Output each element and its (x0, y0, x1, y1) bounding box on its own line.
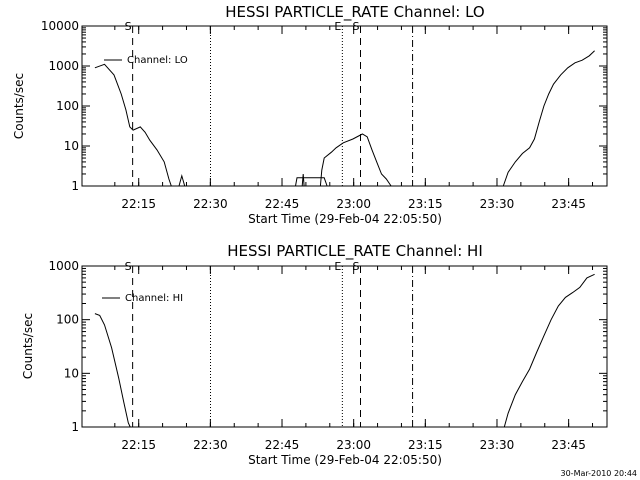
x-tick-label: 23:45 (551, 197, 586, 211)
x-tick-label: 23:00 (336, 197, 371, 211)
count-rate-trace (295, 177, 328, 187)
series-group (94, 273, 595, 428)
timestamp-label: 30-Mar-2010 20:44 (561, 469, 638, 478)
y-tick-label: 10 (64, 139, 79, 153)
x-tick-label: 22:15 (121, 197, 156, 211)
event-marker-label: S (125, 260, 132, 273)
x-tick-label: 23:15 (408, 197, 443, 211)
x-tick-label: 22:15 (121, 438, 156, 452)
count-rate-trace (301, 173, 305, 187)
legend-label: Channel: HI (125, 293, 183, 304)
count-rate-trace (503, 273, 595, 428)
event-marker-label: S (353, 20, 360, 33)
x-axis-label: Start Time (29-Feb-04 22:05:50) (248, 212, 442, 226)
y-tick-label: 10000 (41, 19, 79, 33)
plot-frame (81, 25, 608, 187)
axis-ticks: 22:15 22:30 22:45 23:00 23:15 23:30 23:45 1 10 10… (41, 19, 607, 211)
x-tick-label: 23:30 (480, 438, 515, 452)
count-rate-trace (502, 50, 595, 187)
y-tick-label: 10 (64, 366, 79, 380)
series-group (94, 50, 595, 187)
count-rate-trace (178, 173, 186, 187)
x-tick-label: 23:45 (551, 438, 586, 452)
event-marker-label: S (125, 20, 132, 33)
y-tick-label: 1 (71, 420, 79, 434)
x-tick-label: 23:15 (408, 438, 443, 452)
count-rate-trace (319, 133, 392, 187)
chart-title: HESSI PARTICLE_RATE Channel: HI (227, 242, 483, 261)
x-tick-label: 22:30 (193, 438, 228, 452)
x-axis-label: Start Time (29-Feb-04 22:05:50) (248, 453, 442, 467)
y-tick-label: 1000 (48, 59, 79, 73)
event-marker-label: E (334, 20, 341, 33)
event-marker-label: E (334, 260, 341, 273)
y-tick-label: 100 (56, 99, 79, 113)
plot-frame (81, 265, 608, 428)
x-tick-label: 23:00 (336, 438, 371, 452)
axis-ticks: 22:15 22:30 22:45 23:00 23:15 23:30 23:45 1 10 10… (48, 259, 607, 452)
y-axis-label: Counts/sec (21, 313, 35, 379)
legend-label: Channel: LO (127, 55, 188, 66)
y-axis-label: Counts/sec (12, 73, 26, 139)
x-tick-label: 22:45 (265, 197, 300, 211)
chart-panel-lo: HESSI PARTICLE_RATE Channel: LO Start Ti… (12, 3, 608, 226)
y-tick-label: 1000 (48, 259, 79, 273)
chart-panel-hi: HESSI PARTICLE_RATE Channel: HI Start Ti… (21, 242, 608, 467)
chart-title: HESSI PARTICLE_RATE Channel: LO (225, 3, 484, 22)
event-marker-label: S (353, 260, 360, 273)
count-rate-trace (94, 63, 172, 187)
y-tick-label: 100 (56, 313, 79, 327)
x-tick-label: 22:30 (193, 197, 228, 211)
x-tick-label: 23:30 (480, 197, 515, 211)
count-rate-trace (94, 313, 131, 428)
x-tick-label: 22:45 (265, 438, 300, 452)
y-tick-label: 1 (71, 179, 79, 193)
